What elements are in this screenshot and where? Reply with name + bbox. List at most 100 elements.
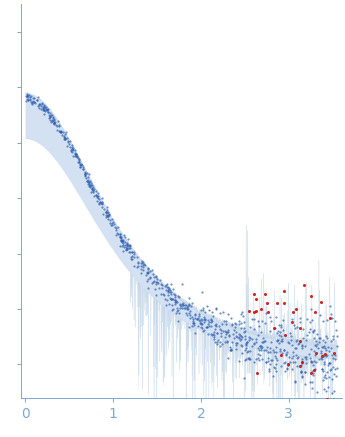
Point <box>197 319 203 326</box>
Point <box>73 153 79 160</box>
Point <box>210 330 216 337</box>
Point <box>288 332 293 339</box>
Point <box>29 101 35 108</box>
Point <box>108 221 114 228</box>
Point <box>119 235 124 242</box>
Point <box>258 328 264 335</box>
Point <box>118 238 124 245</box>
Point <box>87 177 92 184</box>
Point <box>134 253 139 260</box>
Point <box>122 233 127 240</box>
Point <box>70 152 76 159</box>
Point <box>153 272 159 279</box>
Point <box>333 356 338 363</box>
Point <box>162 282 168 289</box>
Point <box>254 369 260 376</box>
Point <box>51 119 57 126</box>
Point <box>146 269 151 276</box>
Point <box>225 328 230 335</box>
Point <box>95 189 100 196</box>
Point <box>309 292 314 299</box>
Point <box>192 319 197 326</box>
Point <box>326 347 332 354</box>
Point <box>301 281 307 288</box>
Point <box>295 341 300 348</box>
Point <box>88 188 93 195</box>
Point <box>199 323 204 330</box>
Point <box>278 333 284 340</box>
Point <box>82 170 88 177</box>
Point <box>37 102 42 109</box>
Point <box>239 311 244 318</box>
Point <box>237 320 242 327</box>
Point <box>331 333 336 340</box>
Point <box>231 334 237 341</box>
Point <box>41 105 47 112</box>
Point <box>119 236 124 243</box>
Point <box>215 336 221 343</box>
Point <box>49 118 54 125</box>
Point <box>271 325 277 332</box>
Point <box>69 142 74 149</box>
Point <box>259 317 264 324</box>
Point <box>109 219 115 226</box>
Point <box>56 121 62 128</box>
Point <box>187 324 192 331</box>
Point <box>332 349 337 356</box>
Point <box>176 293 181 300</box>
Point <box>257 342 263 349</box>
Point <box>313 359 318 366</box>
Point <box>247 347 253 354</box>
Point <box>322 352 327 359</box>
Point <box>256 318 261 325</box>
Point <box>218 333 224 340</box>
Point <box>256 331 261 338</box>
Point <box>150 271 156 277</box>
Point <box>315 345 320 352</box>
Point <box>201 316 207 323</box>
Point <box>251 326 256 333</box>
Point <box>65 139 70 146</box>
Point <box>172 296 178 303</box>
Point <box>318 334 323 341</box>
Point <box>123 247 129 254</box>
Point <box>319 355 325 362</box>
Point <box>322 350 328 357</box>
Point <box>169 301 175 308</box>
Point <box>158 291 164 298</box>
Point <box>61 133 67 140</box>
Point <box>98 198 103 205</box>
Point <box>321 360 327 367</box>
Point <box>100 199 105 206</box>
Point <box>104 206 109 213</box>
Point <box>177 310 182 317</box>
Point <box>168 288 174 295</box>
Point <box>35 102 40 109</box>
Point <box>86 170 92 177</box>
Point <box>238 332 244 339</box>
Point <box>202 316 207 323</box>
Point <box>214 305 219 312</box>
Point <box>293 352 299 359</box>
Point <box>96 193 101 200</box>
Point <box>272 353 278 360</box>
Point <box>258 306 264 313</box>
Point <box>34 97 40 104</box>
Point <box>152 285 157 292</box>
Point <box>86 179 92 186</box>
Point <box>77 161 83 168</box>
Point <box>69 146 75 153</box>
Point <box>70 146 76 153</box>
Point <box>190 319 196 326</box>
Point <box>308 359 314 366</box>
Point <box>199 289 205 296</box>
Point <box>103 208 109 215</box>
Point <box>70 145 76 152</box>
Point <box>318 354 324 361</box>
Point <box>87 182 92 189</box>
Point <box>40 105 46 112</box>
Point <box>129 248 135 255</box>
Point <box>110 218 116 225</box>
Point <box>311 348 316 355</box>
Point <box>154 278 159 285</box>
